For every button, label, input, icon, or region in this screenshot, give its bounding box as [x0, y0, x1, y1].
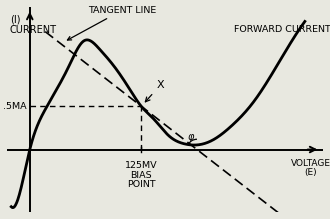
Text: FORWARD CURRENT: FORWARD CURRENT — [234, 25, 330, 34]
Text: φ: φ — [188, 132, 194, 141]
Text: X: X — [146, 80, 164, 102]
Text: VOLTAGE
(E): VOLTAGE (E) — [291, 159, 330, 177]
Text: TANGENT LINE: TANGENT LINE — [67, 5, 157, 40]
Text: .5MA: .5MA — [3, 102, 27, 111]
Text: 125MV
BIAS
POINT: 125MV BIAS POINT — [125, 161, 157, 189]
Text: (I)
CURRENT: (I) CURRENT — [10, 15, 57, 35]
